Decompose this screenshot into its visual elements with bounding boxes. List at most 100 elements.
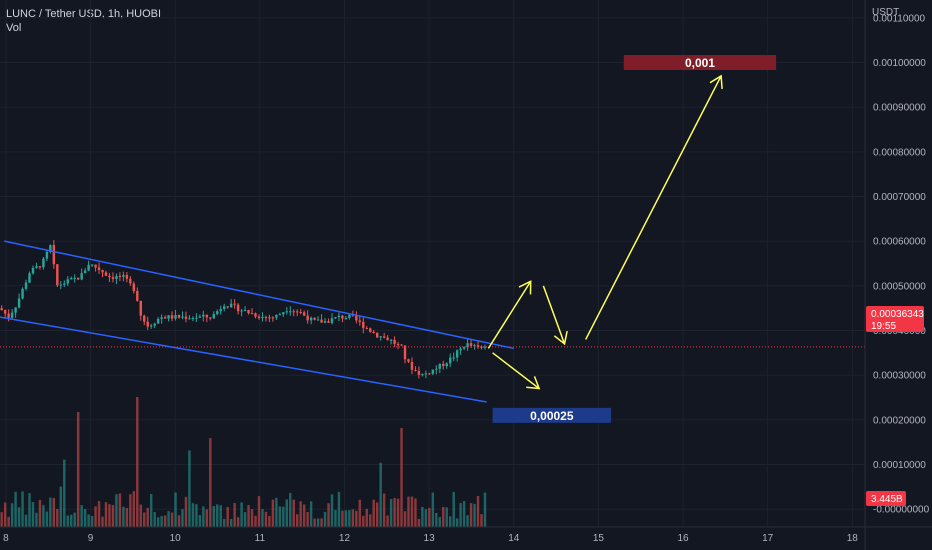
candle-body [358,320,362,322]
volume-bar [476,495,480,527]
projection-arrow-line [492,352,540,390]
candle-body [170,315,174,319]
volume-bar [396,498,400,527]
volume-bar [216,504,219,527]
candle-body [222,306,226,309]
volume-bar [292,499,295,527]
axis-currency-label: USDT [872,7,899,18]
candle-body [59,284,63,286]
volume-bar [132,491,136,527]
candlestick-series [0,240,487,379]
candle-body [334,317,337,319]
volume-bar [379,462,382,527]
volume-bar [358,499,362,527]
candle-body [382,336,386,338]
candle-body [282,312,285,315]
volume-bar [70,514,73,527]
candle-body [181,316,184,318]
volume-bar [21,491,24,527]
candle-body [372,331,375,333]
volume-bar [386,515,389,527]
target-low-box [492,407,612,423]
candle-body [243,310,247,312]
volume-bar [417,518,421,527]
candle-body [424,373,428,375]
candle-body [400,344,403,346]
y-tick-label: 0.00010000 [873,460,926,471]
volume-bar [31,502,35,527]
volume-bar [104,502,108,527]
candle-body [448,357,452,364]
volume-bar [268,516,271,527]
candle-body [73,277,76,279]
chart-legend: LUNC / Tether USD, 1h, HUOBI Vol [6,7,161,35]
volume-bar [229,518,233,527]
candle-body [466,343,469,348]
candle-body [445,363,448,367]
volume-bar [452,491,455,527]
projection-arrow-head [553,331,568,346]
price-axis[interactable]: 0.00110000 0.00100000 0.00090000 0.00080000… [873,13,930,515]
candle-body [292,311,295,313]
chart-grid [0,0,865,527]
candle-body [163,317,167,319]
volume-bar [59,486,63,527]
candle-body [257,316,261,319]
volume-bar [365,508,368,527]
volume-bar [24,514,28,527]
candle-body [129,278,132,284]
volume-bar [327,503,330,527]
volume-bar [122,506,125,527]
volume-bar [42,505,45,527]
candle-body [21,288,24,299]
volume-bar [414,498,417,527]
volume-bar [455,518,459,527]
candle-body [226,306,229,308]
candle-body [216,311,219,315]
candle-body [188,318,191,320]
volume-bar [188,450,191,527]
volume-bar [209,438,212,527]
candle-body [209,317,212,319]
candle-body [386,337,389,341]
volume-bar [362,515,365,527]
volume-bar [80,505,83,527]
volume-bar [212,506,215,527]
candle-body [146,321,149,327]
candle-body [417,370,421,375]
volume-bar [3,502,7,527]
candle-body [76,277,80,280]
candle-body [473,345,476,347]
volume-bar [389,499,393,527]
y-tick-label: 0.00030000 [873,371,926,382]
candle-body [323,321,327,323]
drawing-overlays: 0,001 0,00025 [0,55,865,423]
candle-body [462,347,466,349]
volume-bar [372,499,375,527]
volume-bar [73,512,76,527]
candle-body [56,264,59,286]
volume-bar [278,506,282,527]
candle-body [198,316,202,318]
volume-bar [393,497,396,527]
candle-body [202,314,205,317]
candle-body [111,277,115,279]
volume-bar [403,511,407,527]
candle-body [184,316,188,319]
candle-body [247,310,250,314]
volume-bars [0,397,487,527]
volume-bar [261,508,264,527]
volume-bar [10,503,14,527]
volume-bar [462,501,466,527]
volume-bar [56,508,59,527]
target-high-label: 0,001 [685,56,715,70]
candle-body [149,325,153,327]
x-tick-label: 12 [339,533,351,544]
candle-body [428,373,431,375]
time-axis[interactable]: 8 9 10 11 12 13 14 15 16 17 18 [3,533,858,544]
candle-body [327,321,330,323]
candle-body [240,310,243,312]
volume-bar [445,507,448,527]
candle-body [125,275,129,279]
